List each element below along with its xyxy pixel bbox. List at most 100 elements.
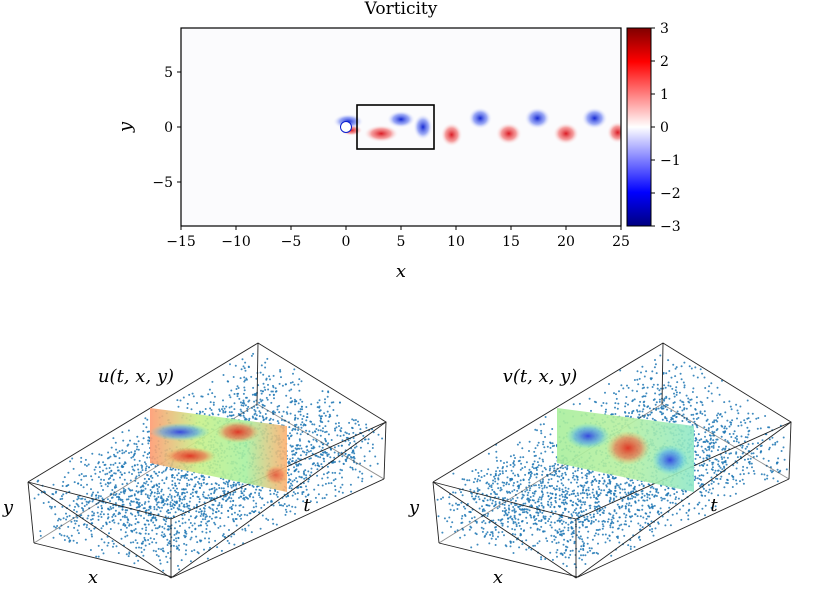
scatter-point bbox=[262, 390, 264, 393]
scatter-point bbox=[276, 405, 279, 408]
scatter-point bbox=[625, 502, 628, 505]
scatter-point bbox=[230, 389, 233, 392]
scatter-point bbox=[220, 549, 223, 552]
scatter-point bbox=[254, 491, 257, 494]
scatter-point bbox=[245, 496, 248, 499]
scatter-point bbox=[313, 446, 316, 449]
scatter-point bbox=[677, 497, 680, 500]
scatter-point bbox=[627, 492, 630, 495]
scatter-point bbox=[567, 526, 570, 529]
scatter-point bbox=[77, 497, 80, 500]
scatter-point bbox=[248, 483, 251, 486]
scatter-point bbox=[482, 527, 485, 530]
scatter-point bbox=[291, 460, 293, 463]
scatter-point bbox=[170, 468, 173, 471]
scatter-point bbox=[249, 495, 251, 498]
scatter-point bbox=[223, 490, 226, 492]
scatter-point bbox=[77, 482, 80, 485]
scatter-point bbox=[491, 535, 494, 537]
scatter-point bbox=[672, 402, 675, 404]
scatter-point bbox=[780, 450, 783, 452]
scatter-point bbox=[241, 402, 244, 405]
scatter-point bbox=[222, 405, 224, 408]
scatter-point bbox=[316, 433, 319, 436]
scatter-point bbox=[112, 504, 115, 507]
scatter-point bbox=[510, 499, 512, 502]
scatter-point bbox=[597, 520, 600, 523]
scatter-point bbox=[294, 403, 297, 406]
scatter-point bbox=[606, 494, 609, 497]
scatter-point bbox=[618, 390, 620, 393]
scatter-point bbox=[554, 493, 557, 496]
scatter-point bbox=[234, 364, 237, 367]
scatter-point bbox=[710, 507, 713, 509]
scatter-point bbox=[756, 427, 759, 430]
scatter-point bbox=[749, 420, 752, 423]
scatter-point bbox=[260, 392, 263, 395]
scatter-point bbox=[183, 498, 186, 501]
scatter-point bbox=[662, 387, 665, 390]
scatter-point bbox=[233, 393, 236, 395]
scatter-point bbox=[114, 509, 117, 512]
scatter-point bbox=[612, 497, 615, 500]
scatter-point bbox=[541, 495, 544, 498]
scatter-point bbox=[712, 445, 715, 447]
scatter-point bbox=[603, 509, 605, 512]
scatter-point bbox=[274, 490, 277, 492]
scatter-point bbox=[499, 473, 502, 475]
scatter-point bbox=[609, 526, 612, 529]
scatter-point bbox=[637, 383, 640, 386]
scatter-point bbox=[553, 474, 556, 476]
scatter-point bbox=[267, 383, 269, 386]
scatter-point bbox=[310, 443, 313, 446]
scatter-point bbox=[655, 495, 658, 497]
scatter-point bbox=[586, 551, 589, 554]
scatter-point bbox=[140, 489, 143, 492]
scatter-point bbox=[623, 523, 626, 526]
scatter-point bbox=[200, 482, 203, 485]
scatter-point bbox=[161, 531, 164, 534]
scatter-point bbox=[586, 472, 589, 475]
scatter-point bbox=[616, 503, 619, 506]
scatter-point bbox=[330, 482, 333, 485]
scatter-point bbox=[177, 564, 179, 567]
scatter-point bbox=[328, 413, 331, 416]
scatter-point bbox=[562, 476, 565, 479]
positive-vortex-7 bbox=[495, 122, 522, 145]
scatter-point bbox=[259, 496, 262, 499]
scatter-point bbox=[533, 473, 536, 476]
scatter-point bbox=[169, 489, 172, 492]
scatter-point bbox=[185, 502, 188, 505]
scatter-point bbox=[191, 392, 194, 395]
scatter-point bbox=[150, 491, 153, 493]
scatter-point bbox=[489, 533, 492, 536]
scatter-point bbox=[240, 368, 243, 371]
scatter-point bbox=[628, 412, 630, 414]
scatter-point bbox=[573, 542, 576, 545]
scatter-point bbox=[547, 495, 550, 498]
scatter-point bbox=[581, 538, 583, 541]
scatter-point bbox=[98, 453, 101, 456]
scatter-point bbox=[528, 478, 530, 481]
scatter-point bbox=[655, 372, 658, 375]
scatter-point bbox=[243, 513, 246, 516]
scatter-point bbox=[576, 478, 579, 481]
scatter-point bbox=[135, 448, 138, 451]
scatter-point bbox=[102, 525, 105, 527]
scatter-point bbox=[567, 510, 570, 513]
scatter-point bbox=[162, 547, 164, 550]
scatter-point bbox=[706, 418, 709, 421]
scatter-point bbox=[634, 501, 637, 503]
scatter-point bbox=[512, 522, 515, 525]
scatter-point bbox=[660, 499, 663, 502]
scatter-point bbox=[112, 478, 115, 481]
scatter-point bbox=[269, 493, 272, 496]
scatter-point bbox=[628, 502, 631, 505]
scatter-point bbox=[726, 456, 729, 459]
scatter-point bbox=[636, 508, 639, 511]
scatter-point bbox=[365, 426, 368, 429]
scatter-point bbox=[239, 408, 242, 411]
scatter-point bbox=[213, 489, 216, 492]
scatter-point bbox=[197, 496, 200, 498]
scatter-point bbox=[243, 376, 246, 379]
